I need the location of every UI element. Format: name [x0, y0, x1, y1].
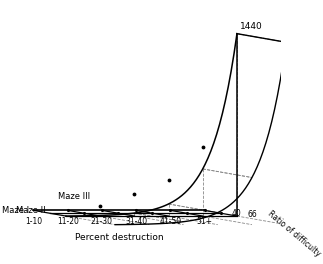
- Text: Ratio of difficulty: Ratio of difficulty: [266, 209, 322, 258]
- Text: Percent destruction: Percent destruction: [75, 233, 163, 242]
- Text: 41-50: 41-50: [159, 217, 182, 226]
- Text: Maze I: Maze I: [2, 206, 29, 215]
- Text: 1-10: 1-10: [25, 217, 42, 226]
- Text: 40: 40: [232, 209, 242, 218]
- Text: 11-20: 11-20: [57, 217, 78, 226]
- Text: 66: 66: [248, 210, 258, 219]
- Text: 51+: 51+: [196, 217, 213, 226]
- Text: Maze III: Maze III: [58, 192, 90, 201]
- Text: Maze II: Maze II: [16, 206, 45, 215]
- Text: 1440: 1440: [240, 22, 262, 31]
- Text: 21-30: 21-30: [91, 217, 113, 226]
- Text: 31-40: 31-40: [125, 217, 147, 226]
